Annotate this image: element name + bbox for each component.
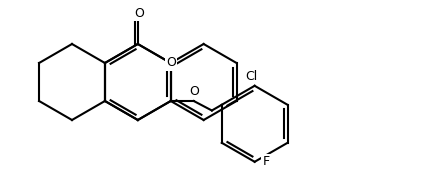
Text: O: O bbox=[166, 56, 175, 70]
Text: F: F bbox=[263, 155, 270, 168]
Text: O: O bbox=[134, 7, 144, 20]
Text: Cl: Cl bbox=[245, 70, 258, 83]
Text: O: O bbox=[189, 85, 199, 98]
